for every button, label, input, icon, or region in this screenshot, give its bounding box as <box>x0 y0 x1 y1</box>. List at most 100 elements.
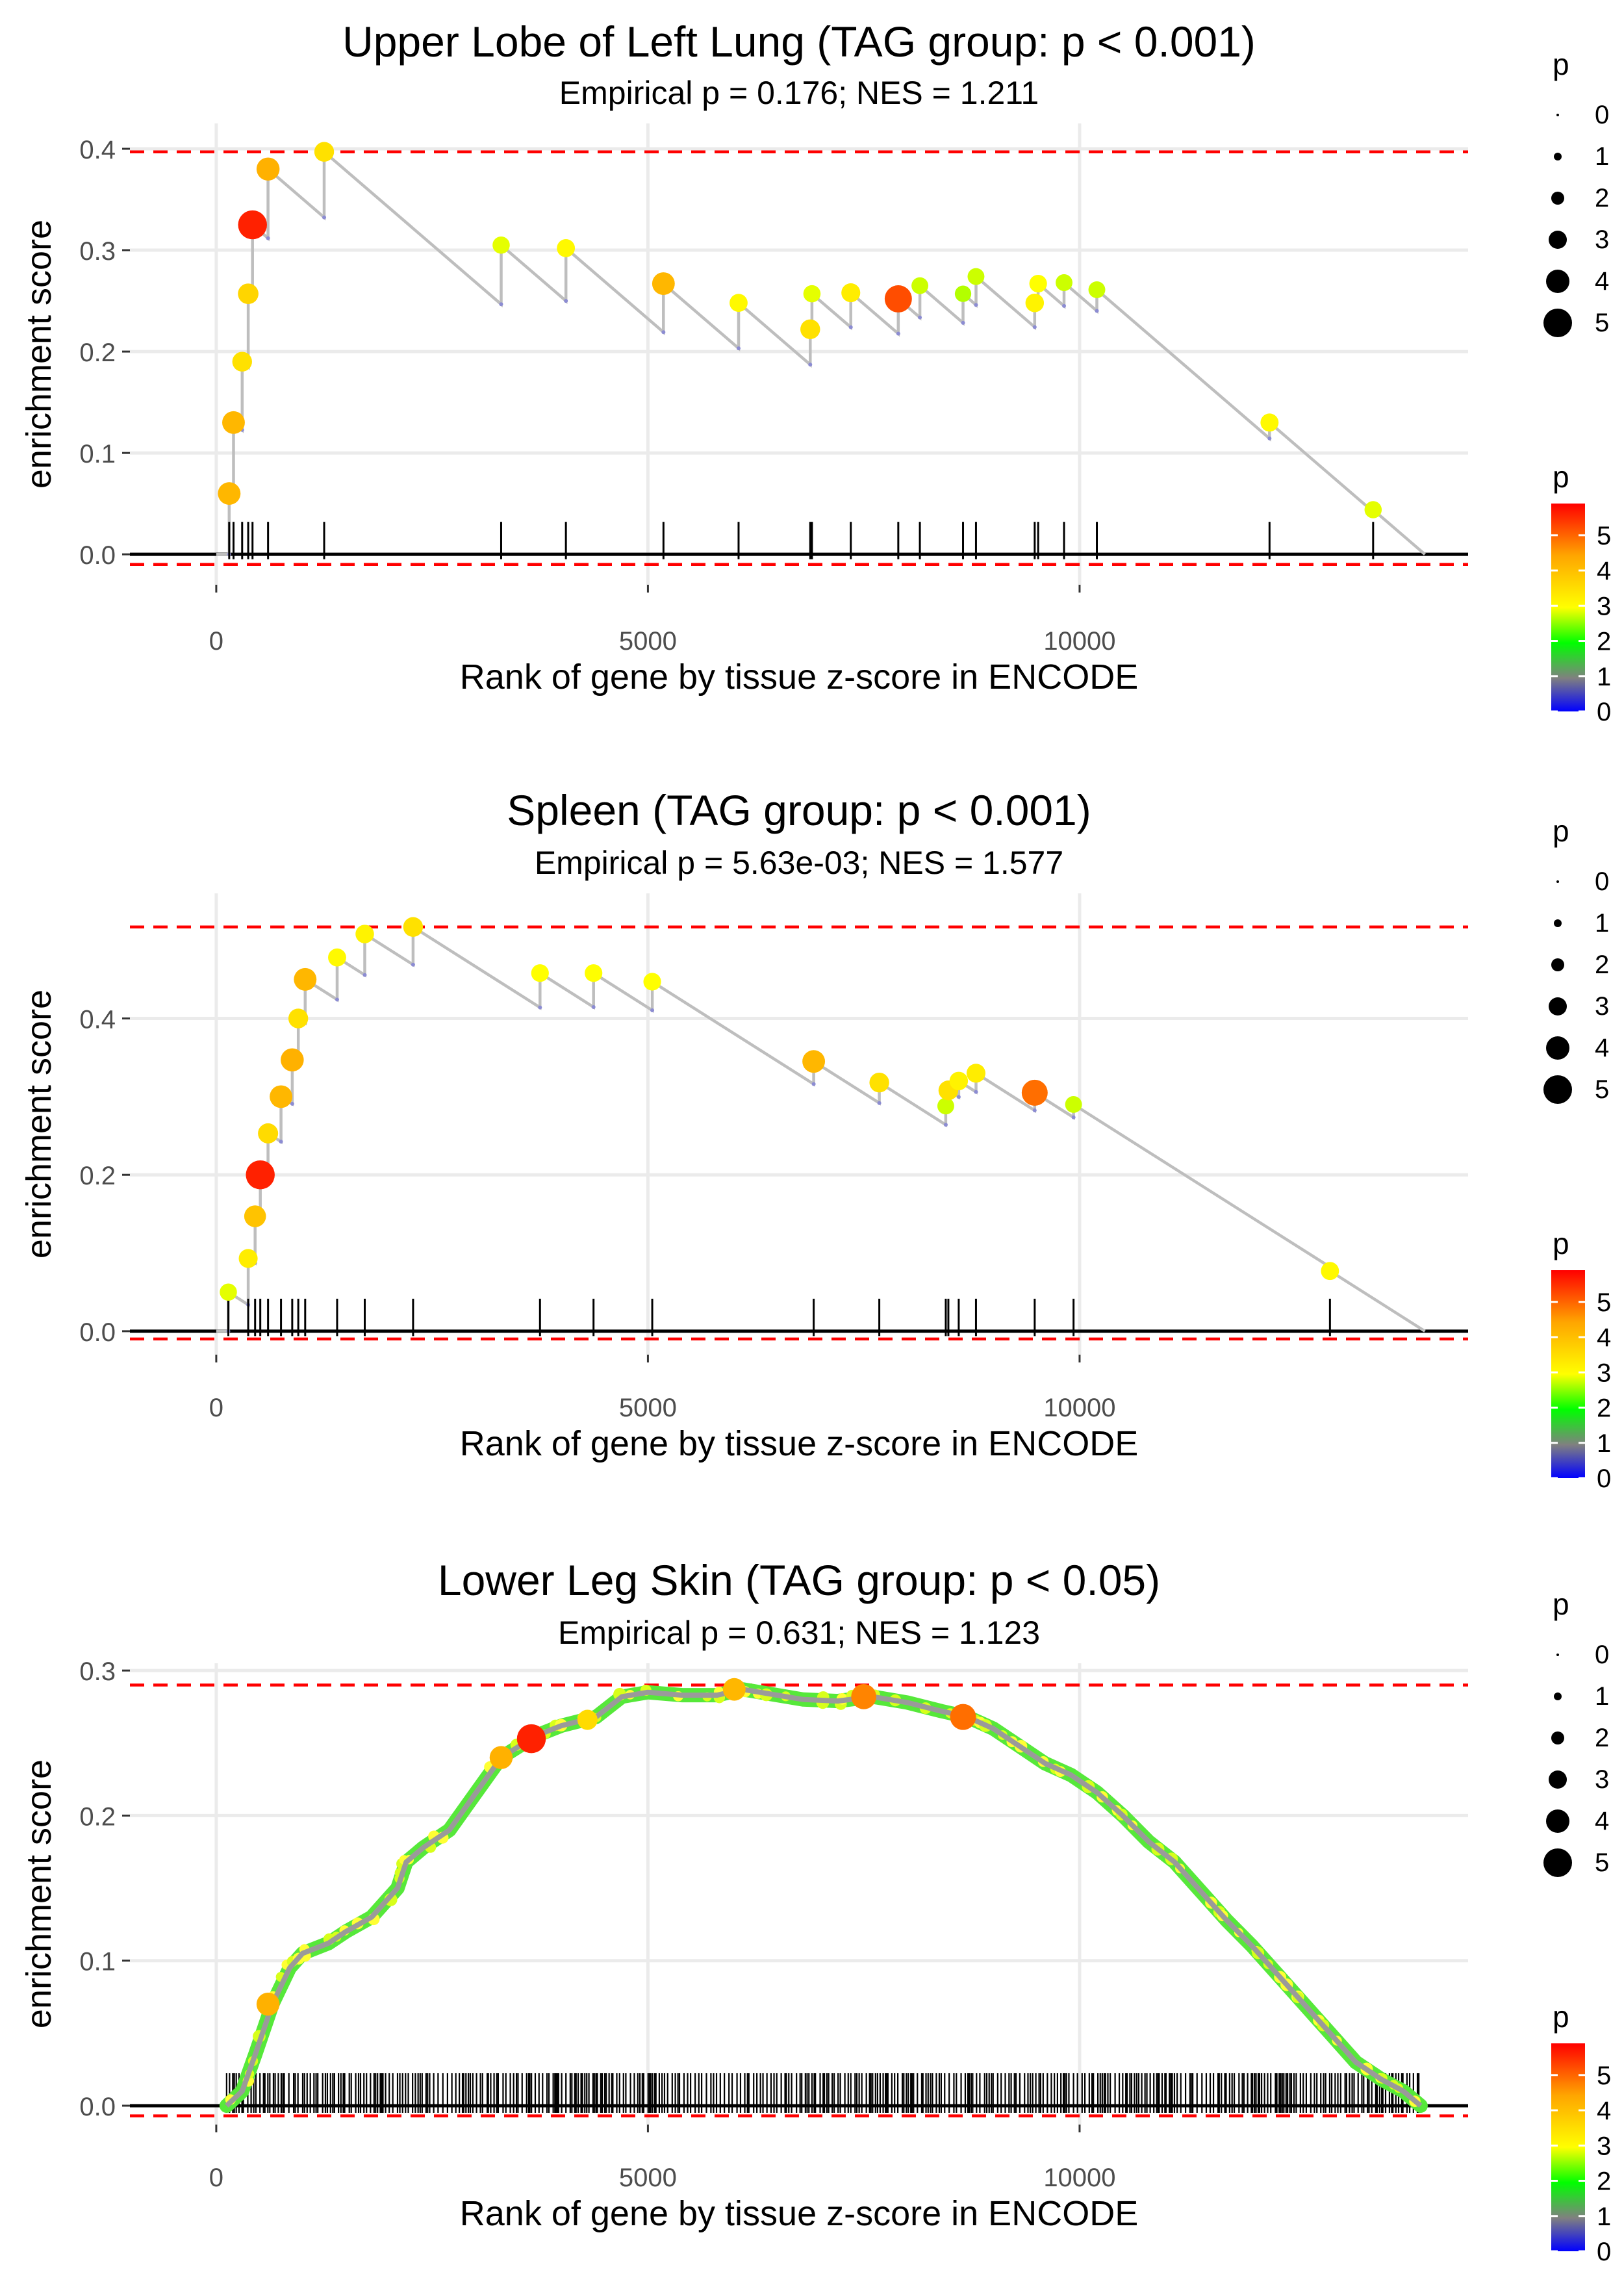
pre-hit-dot <box>736 346 741 351</box>
color-legend-label: 2 <box>1597 628 1611 656</box>
hit-point <box>222 411 245 434</box>
color-legend-label: 0 <box>1597 698 1611 726</box>
hit-point <box>1364 501 1382 518</box>
pre-hit-dot <box>918 315 922 320</box>
panel-spleen: Spleen (TAG group: p < 0.001) Empirical p… <box>19 786 1611 1493</box>
hit-point <box>492 236 510 254</box>
color-legend-label: 3 <box>1597 592 1611 620</box>
hit-point <box>800 319 820 339</box>
pre-hit-dot <box>564 299 568 303</box>
pre-hit-dot <box>1071 1115 1076 1119</box>
hit-point <box>949 1071 969 1091</box>
y-tick-label: 0.1 <box>79 440 116 468</box>
hit-point <box>220 1283 237 1301</box>
pre-hit-dot <box>499 302 503 307</box>
hit-point <box>869 1073 889 1093</box>
es-curve <box>225 1687 1423 2108</box>
hit-point <box>851 1683 877 1709</box>
x-tick-label: 10000 <box>1043 2164 1115 2192</box>
hit-point <box>803 285 821 303</box>
pre-hit-dot <box>974 1090 978 1094</box>
size-legend-key <box>1549 231 1567 249</box>
size-legend-label: 1 <box>1595 909 1609 938</box>
pre-hit-dot <box>591 1004 596 1009</box>
size-legend-label: 0 <box>1595 1641 1609 1669</box>
pre-hit-dot <box>538 1005 542 1010</box>
size-legend-label: 4 <box>1595 1807 1609 1835</box>
hit-point <box>218 482 241 505</box>
size-legend-key <box>1546 270 1569 293</box>
hit-point <box>954 285 972 302</box>
y-tick-label: 0.2 <box>79 339 116 367</box>
hit-point <box>489 1746 513 1769</box>
chart-title: Lower Leg Skin (TAG group: p < 0.05) <box>438 1556 1160 1604</box>
size-legend-label: 4 <box>1595 267 1609 296</box>
y-tick-label: 0.4 <box>79 136 116 164</box>
pre-hit-dot <box>290 1101 294 1106</box>
color-legend-label: 5 <box>1597 522 1611 550</box>
x-tick-label: 5000 <box>619 2164 677 2192</box>
size-legend-label: 1 <box>1595 1682 1609 1711</box>
pre-hit-dot <box>811 1082 816 1086</box>
x-axis-label: Rank of gene by tissue z-score in ENCODE <box>460 2194 1138 2233</box>
hit-point <box>270 1085 293 1108</box>
pre-hit-dot <box>943 1123 948 1127</box>
x-tick-label: 0 <box>209 627 223 656</box>
chart-subtitle: Empirical p = 0.631; NES = 1.123 <box>558 1615 1040 1651</box>
hit-point <box>238 283 259 304</box>
hit-point <box>643 973 661 991</box>
pre-hit-dot <box>974 303 978 307</box>
hit-point <box>246 1160 275 1190</box>
es-curve-outline <box>219 1682 1428 2113</box>
pre-hit-dot <box>808 363 813 367</box>
hit-point <box>1088 281 1106 298</box>
hit-point <box>1321 1262 1339 1281</box>
color-legend-label: 1 <box>1597 663 1611 691</box>
panel-upper-lobe-left-lung: Upper Lobe of Left Lung (TAG group: p < … <box>19 18 1611 726</box>
hit-point <box>256 1992 280 2016</box>
size-legend-label: 1 <box>1595 142 1609 171</box>
y-tick-label: 0.0 <box>79 1318 116 1347</box>
hit-point <box>652 272 675 295</box>
hit-point <box>730 294 748 313</box>
hit-point <box>1260 413 1279 432</box>
hit-point <box>577 1709 598 1730</box>
size-legend-key <box>1554 153 1562 160</box>
hit-point <box>281 1048 304 1072</box>
color-legend-label: 0 <box>1597 2238 1611 2266</box>
size-legend-label: 3 <box>1595 1765 1609 1794</box>
y-tick-label: 0.2 <box>79 1162 116 1190</box>
size-legend-key <box>1543 309 1572 337</box>
size-legend-label: 3 <box>1595 225 1609 254</box>
color-legend-label: 1 <box>1597 2203 1611 2231</box>
color-legend-label: 5 <box>1597 2062 1611 2090</box>
color-legend-label: 4 <box>1597 1323 1611 1352</box>
x-axis-label: Rank of gene by tissue z-score in ENCODE <box>460 658 1138 696</box>
x-tick-label: 5000 <box>619 627 677 656</box>
pre-hit-dot <box>1095 309 1099 313</box>
y-axis-label: enrichment score <box>19 220 58 489</box>
size-legend-label: 3 <box>1595 992 1609 1021</box>
hit-point <box>258 1123 279 1143</box>
color-legend-title: p <box>1553 2000 1569 2034</box>
hit-point <box>232 351 252 372</box>
pre-hit-dot <box>961 320 965 325</box>
pre-hit-dot <box>956 1095 961 1099</box>
hit-point <box>314 142 335 162</box>
size-legend-key <box>1554 1693 1562 1700</box>
hit-point <box>884 285 912 313</box>
hit-point <box>1025 293 1045 313</box>
hit-point <box>244 1205 266 1227</box>
size-legend-key <box>1551 1731 1564 1744</box>
size-legend-key <box>1551 192 1564 205</box>
pre-hit-dot <box>1267 436 1272 441</box>
hit-point <box>950 1704 976 1730</box>
x-tick-label: 0 <box>209 2164 223 2192</box>
color-legend-label: 3 <box>1597 2132 1611 2160</box>
gene-rug <box>225 2073 1420 2113</box>
hit-point <box>585 964 603 982</box>
y-tick-label: 0.3 <box>79 1657 116 1686</box>
size-legend-key <box>1556 880 1559 883</box>
